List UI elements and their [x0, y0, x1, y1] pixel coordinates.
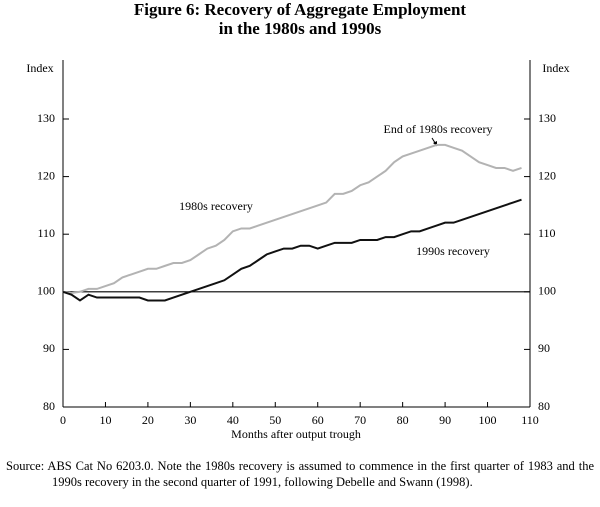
x-tick-label: 110	[521, 413, 539, 427]
series-label: 1990s recovery	[416, 244, 490, 258]
x-tick-label: 60	[312, 413, 324, 427]
chart-title: Figure 6: Recovery of Aggregate Employme…	[134, 0, 467, 19]
y-tick-label: 110	[37, 226, 55, 240]
y2-tick-label: 90	[538, 341, 550, 355]
series-line	[62, 198, 522, 302]
x-tick-label: 40	[227, 413, 239, 427]
x-tick-label: 80	[397, 413, 409, 427]
y-tick-label: 80	[43, 399, 55, 413]
y2-axis-label: Index	[542, 61, 569, 75]
chart-subtitle: in the 1980s and 1990s	[219, 19, 382, 38]
x-tick-label: 0	[60, 413, 66, 427]
series-label: 1980s recovery	[179, 199, 253, 213]
y-axis-label: Index	[26, 61, 53, 75]
y-tick-label: 130	[37, 111, 55, 125]
x-tick-label: 50	[269, 413, 281, 427]
y2-tick-label: 100	[538, 284, 556, 298]
y2-tick-label: 130	[538, 111, 556, 125]
y2-tick-label: 120	[538, 168, 556, 182]
x-axis-label: Months after output trough	[231, 427, 361, 441]
chart: Figure 6: Recovery of Aggregate Employme…	[26, 0, 569, 441]
annotation: End of 1980s recovery	[384, 122, 493, 136]
source-note: Source: ABS Cat No 6203.0. Note the 1980…	[6, 459, 594, 489]
y2-tick-label: 110	[538, 226, 556, 240]
x-tick-label: 70	[354, 413, 366, 427]
y-tick-label: 90	[43, 341, 55, 355]
series-line	[62, 143, 522, 294]
x-tick-label: 90	[439, 413, 451, 427]
x-tick-label: 20	[142, 413, 154, 427]
y2-tick-label: 80	[538, 399, 550, 413]
y-tick-label: 120	[37, 168, 55, 182]
x-tick-label: 10	[99, 413, 111, 427]
y-tick-label: 100	[37, 284, 55, 298]
x-tick-label: 30	[184, 413, 196, 427]
x-tick-label: 100	[479, 413, 497, 427]
